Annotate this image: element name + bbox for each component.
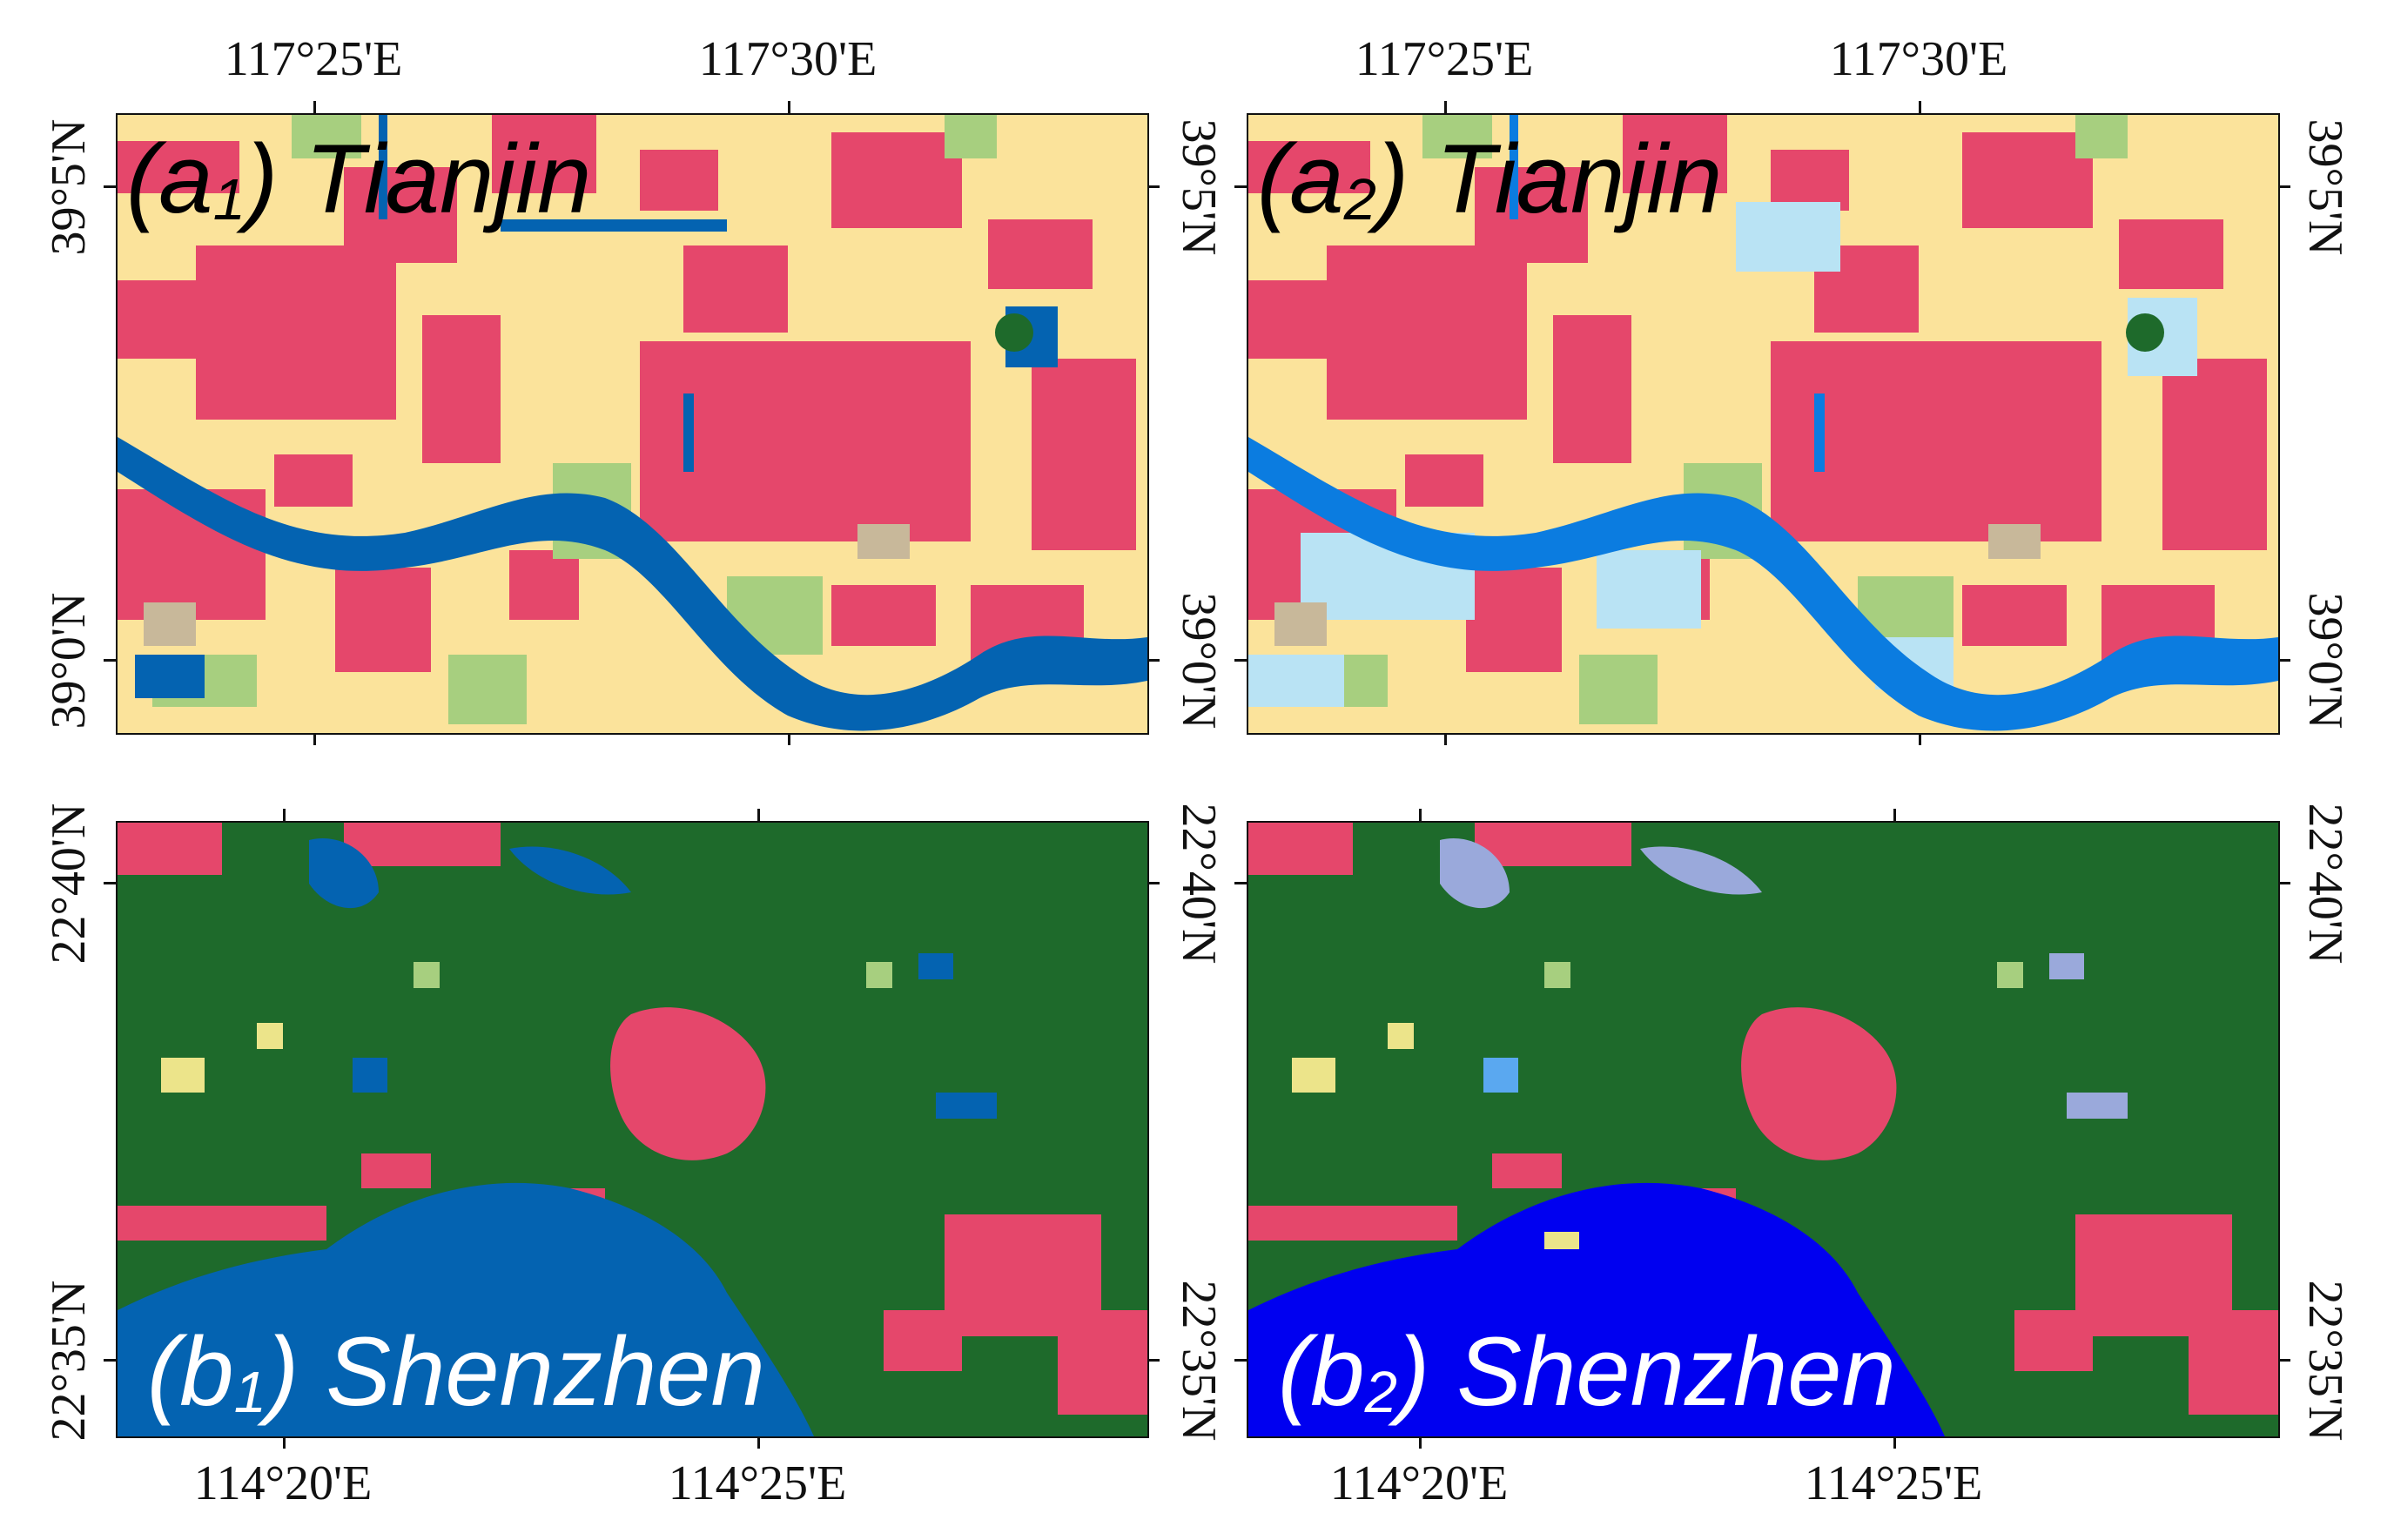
tick-mark: [104, 659, 116, 662]
panel-title-a1: (a1) Tianjin: [126, 131, 591, 230]
panel-title-prefix: (a: [1257, 124, 1344, 233]
tick-mark: [788, 733, 790, 745]
latitude-label: 22°40'N: [1172, 803, 1226, 965]
panel-title-prefix: (a: [126, 124, 213, 233]
latitude-label: 22°35'N: [1172, 1280, 1226, 1442]
tick-mark: [2278, 882, 2290, 884]
tick-mark: [104, 185, 116, 188]
panel-title-prefix: (b: [1278, 1317, 1365, 1426]
latitude-label: 39°5'N: [1172, 118, 1226, 256]
tick-mark: [1419, 809, 1422, 821]
panel-title-b2: (b2) Shenzhen: [1278, 1323, 1896, 1422]
tick-mark: [1234, 1359, 1247, 1362]
tick-mark: [2278, 659, 2290, 662]
longitude-label: 117°25'E: [1355, 32, 1534, 86]
latitude-label: 39°5'N: [42, 118, 96, 256]
panel-title-sub: 1: [212, 167, 245, 233]
panel-title-rest: ) Shenzhen: [1396, 1317, 1896, 1426]
panel-title-sub: 1: [233, 1360, 266, 1426]
tick-mark: [1234, 185, 1247, 188]
tick-mark: [283, 1436, 286, 1449]
map-panel-a2: (a2) Tianjin: [1247, 113, 2280, 735]
tick-mark: [1234, 659, 1247, 662]
panel-title-sub: 2: [1343, 167, 1376, 233]
tick-mark: [1444, 733, 1447, 745]
panel-title-prefix: (b: [147, 1317, 234, 1426]
tick-mark: [1147, 185, 1160, 188]
tick-mark: [1234, 882, 1247, 884]
longitude-label: 114°20'E: [193, 1456, 373, 1510]
tick-mark: [313, 101, 316, 113]
tick-mark: [2278, 185, 2290, 188]
tick-mark: [1919, 733, 1921, 745]
latitude-label: 39°0'N: [1172, 592, 1226, 730]
tick-mark: [1893, 809, 1896, 821]
tick-mark: [757, 1436, 760, 1449]
tick-mark: [788, 101, 790, 113]
tick-mark: [283, 809, 286, 821]
land-cover-map-a1: [118, 115, 1147, 733]
tick-mark: [104, 1359, 116, 1362]
latitude-label: 22°40'N: [42, 803, 96, 965]
latitude-label: 39°5'N: [2298, 118, 2352, 256]
tick-mark: [104, 882, 116, 884]
panel-title-a2: (a2) Tianjin: [1257, 131, 1722, 230]
tick-mark: [1419, 1436, 1422, 1449]
latitude-label: 39°0'N: [42, 592, 96, 730]
map-panel-b2: (b2) Shenzhen: [1247, 821, 2280, 1438]
latitude-label: 39°0'N: [2298, 592, 2352, 730]
longitude-label: 114°25'E: [1804, 1456, 1983, 1510]
map-panel-b1: (b1) Shenzhen: [116, 821, 1149, 1438]
tick-mark: [1444, 101, 1447, 113]
tick-mark: [1147, 1359, 1160, 1362]
panel-title-rest: ) Tianjin: [245, 124, 592, 233]
tick-mark: [1893, 1436, 1896, 1449]
latitude-label: 22°40'N: [2298, 803, 2352, 965]
panel-title-sub: 2: [1364, 1360, 1397, 1426]
tick-mark: [1919, 101, 1921, 113]
latitude-label: 22°35'N: [2298, 1280, 2352, 1442]
tick-mark: [2278, 1359, 2290, 1362]
tick-mark: [1147, 659, 1160, 662]
longitude-label: 114°25'E: [668, 1456, 847, 1510]
tick-mark: [1147, 882, 1160, 884]
tick-mark: [757, 809, 760, 821]
longitude-label: 117°30'E: [1829, 32, 2008, 86]
land-cover-map-b2: [1248, 823, 2278, 1436]
longitude-label: 117°30'E: [698, 32, 878, 86]
land-cover-map-a2: [1248, 115, 2278, 733]
map-panel-a1: (a1) Tianjin: [116, 113, 1149, 735]
land-cover-map-b1: [118, 823, 1147, 1436]
longitude-label: 117°25'E: [224, 32, 403, 86]
tick-mark: [313, 733, 316, 745]
panel-title-b1: (b1) Shenzhen: [147, 1323, 765, 1422]
panel-title-rest: ) Shenzhen: [266, 1317, 765, 1426]
panel-title-rest: ) Tianjin: [1375, 124, 1723, 233]
longitude-label: 114°20'E: [1329, 1456, 1509, 1510]
latitude-label: 22°35'N: [42, 1280, 96, 1442]
